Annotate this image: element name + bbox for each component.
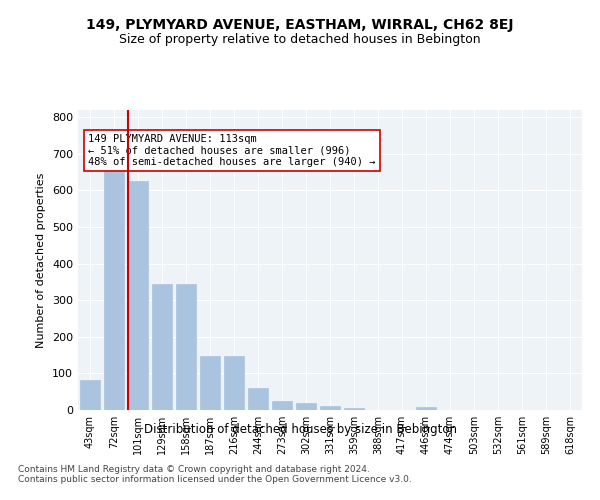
Text: Size of property relative to detached houses in Bebington: Size of property relative to detached ho… — [119, 32, 481, 46]
Bar — [248, 388, 268, 410]
Bar — [224, 356, 244, 410]
Bar — [128, 182, 148, 410]
Bar — [320, 406, 340, 410]
Bar — [296, 402, 316, 410]
Text: Distribution of detached houses by size in Bebington: Distribution of detached houses by size … — [143, 422, 457, 436]
Bar — [104, 168, 124, 410]
Bar — [176, 284, 196, 410]
Bar — [200, 356, 220, 410]
Text: 149 PLYMYARD AVENUE: 113sqm
← 51% of detached houses are smaller (996)
48% of se: 149 PLYMYARD AVENUE: 113sqm ← 51% of det… — [88, 134, 376, 167]
Text: Contains HM Land Registry data © Crown copyright and database right 2024.
Contai: Contains HM Land Registry data © Crown c… — [18, 465, 412, 484]
Y-axis label: Number of detached properties: Number of detached properties — [37, 172, 46, 348]
Text: 149, PLYMYARD AVENUE, EASTHAM, WIRRAL, CH62 8EJ: 149, PLYMYARD AVENUE, EASTHAM, WIRRAL, C… — [86, 18, 514, 32]
Bar — [152, 284, 172, 410]
Bar — [344, 408, 364, 410]
Bar — [80, 380, 100, 410]
Bar — [416, 408, 436, 410]
Bar — [272, 401, 292, 410]
